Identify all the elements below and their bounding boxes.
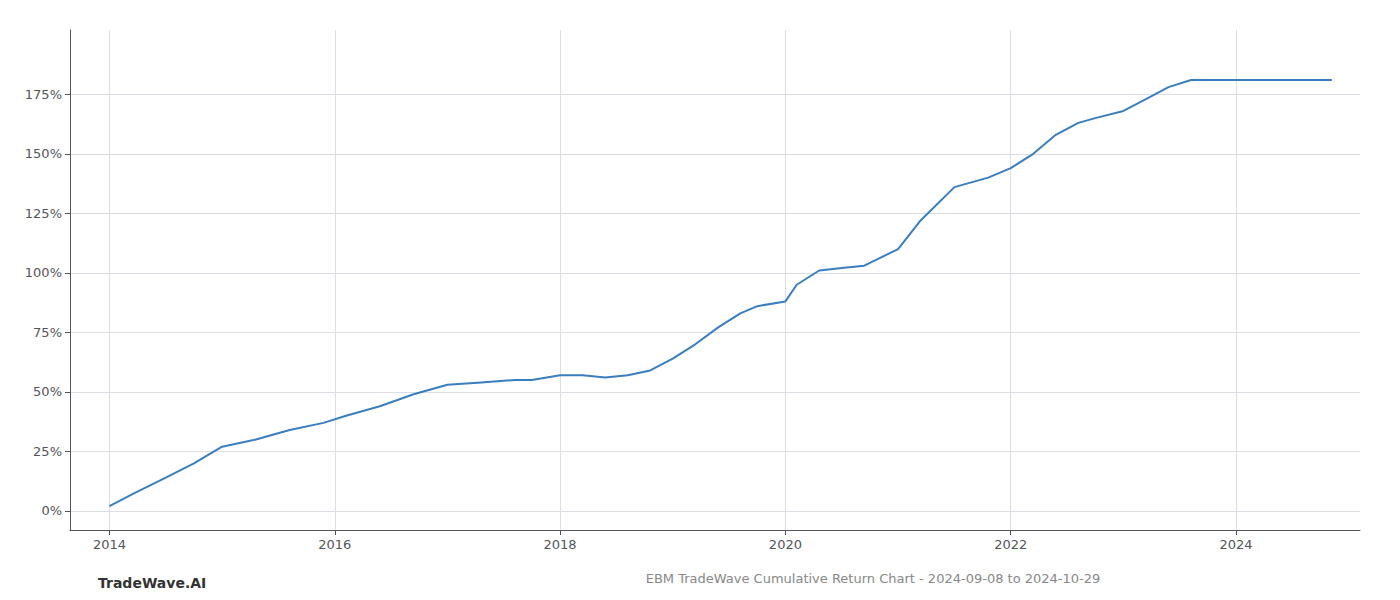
svg-text:2018: 2018 bbox=[544, 537, 577, 552]
svg-text:2020: 2020 bbox=[769, 537, 802, 552]
svg-text:EBM TradeWave Cumulative Retur: EBM TradeWave Cumulative Return Chart - … bbox=[646, 571, 1101, 586]
svg-text:2016: 2016 bbox=[318, 537, 351, 552]
svg-text:175%: 175% bbox=[25, 87, 62, 102]
svg-text:2022: 2022 bbox=[994, 537, 1027, 552]
svg-text:25%: 25% bbox=[33, 444, 62, 459]
svg-text:2014: 2014 bbox=[93, 537, 126, 552]
svg-text:2024: 2024 bbox=[1220, 537, 1253, 552]
svg-text:100%: 100% bbox=[25, 265, 62, 280]
svg-text:50%: 50% bbox=[33, 384, 62, 399]
svg-text:150%: 150% bbox=[25, 146, 62, 161]
svg-text:125%: 125% bbox=[25, 206, 62, 221]
svg-text:0%: 0% bbox=[41, 503, 62, 518]
svg-text:TradeWave.AI: TradeWave.AI bbox=[98, 575, 206, 591]
svg-text:75%: 75% bbox=[33, 325, 62, 340]
